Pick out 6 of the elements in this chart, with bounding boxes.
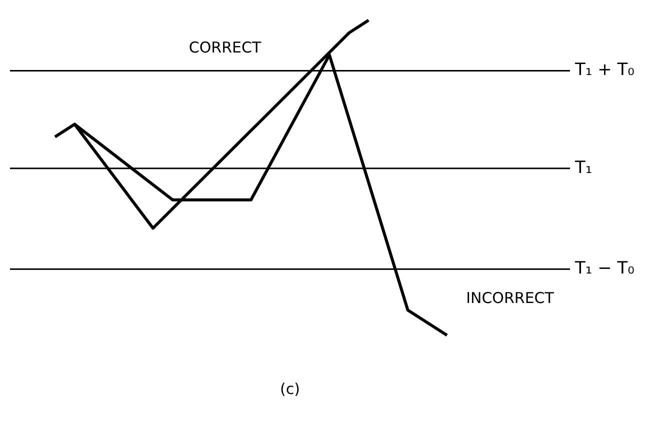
ref-line-label: T₁ + T₀ xyxy=(574,60,635,80)
annotation: CORRECT xyxy=(188,38,262,57)
ref-line-label: T₁ xyxy=(574,158,592,178)
text: (c) xyxy=(280,380,300,398)
text: INCORRECT xyxy=(466,289,555,308)
ref-line-label: T₁ − T₀ xyxy=(574,258,635,279)
